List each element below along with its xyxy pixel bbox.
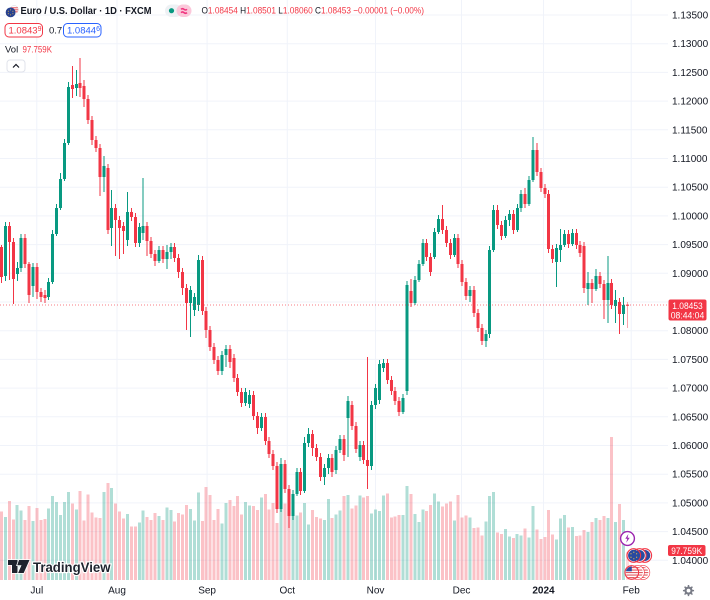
svg-text:1.12000: 1.12000 <box>672 97 709 108</box>
svg-text:2024: 2024 <box>532 586 555 597</box>
svg-text:1.05000: 1.05000 <box>672 498 709 509</box>
svg-text:1.08446: 1.08446 <box>67 25 100 36</box>
svg-text:1.09000: 1.09000 <box>672 269 709 280</box>
svg-text:1.06000: 1.06000 <box>672 441 709 452</box>
svg-text:1.05500: 1.05500 <box>672 470 709 481</box>
svg-text:O1.08454 H1.08501 L1.08060 C1.: O1.08454 H1.08501 L1.08060 C1.08453 −0.0… <box>202 6 425 17</box>
svg-text:Euro / U.S. Dollar · 1D · FXCM: Euro / U.S. Dollar · 1D · FXCM <box>21 5 152 17</box>
svg-text:Jul: Jul <box>30 586 43 597</box>
svg-text:Nov: Nov <box>367 586 385 597</box>
svg-text:TradingView: TradingView <box>33 560 111 575</box>
svg-text:1.08000: 1.08000 <box>672 326 709 337</box>
svg-text:1.07000: 1.07000 <box>672 384 709 395</box>
svg-text:1.13000: 1.13000 <box>672 39 709 50</box>
svg-text:1.04500: 1.04500 <box>672 527 709 538</box>
svg-text:1.08439: 1.08439 <box>9 25 42 36</box>
svg-text:08:44:04: 08:44:04 <box>671 311 705 321</box>
svg-text:97.759K: 97.759K <box>671 546 703 556</box>
svg-text:Sep: Sep <box>198 586 216 597</box>
svg-text:97.759K: 97.759K <box>23 45 53 56</box>
svg-text:1.11500: 1.11500 <box>672 125 708 136</box>
svg-text:Dec: Dec <box>453 586 471 597</box>
svg-text:1.04000: 1.04000 <box>672 556 709 567</box>
svg-text:1.07500: 1.07500 <box>672 355 709 366</box>
svg-text:1.10500: 1.10500 <box>672 183 709 194</box>
svg-text:Vol: Vol <box>5 45 18 56</box>
svg-text:1.06500: 1.06500 <box>672 412 709 423</box>
svg-text:1.08453: 1.08453 <box>672 301 703 311</box>
svg-text:Aug: Aug <box>108 586 126 597</box>
svg-text:Oct: Oct <box>280 586 296 597</box>
svg-text:1.10000: 1.10000 <box>672 211 709 222</box>
svg-text:0.7: 0.7 <box>49 26 62 37</box>
svg-text:Feb: Feb <box>623 586 641 597</box>
svg-text:1.12500: 1.12500 <box>672 68 709 79</box>
svg-text:1.11000: 1.11000 <box>672 154 708 165</box>
svg-text:1.09500: 1.09500 <box>672 240 709 251</box>
svg-text:1.13500: 1.13500 <box>672 11 709 22</box>
